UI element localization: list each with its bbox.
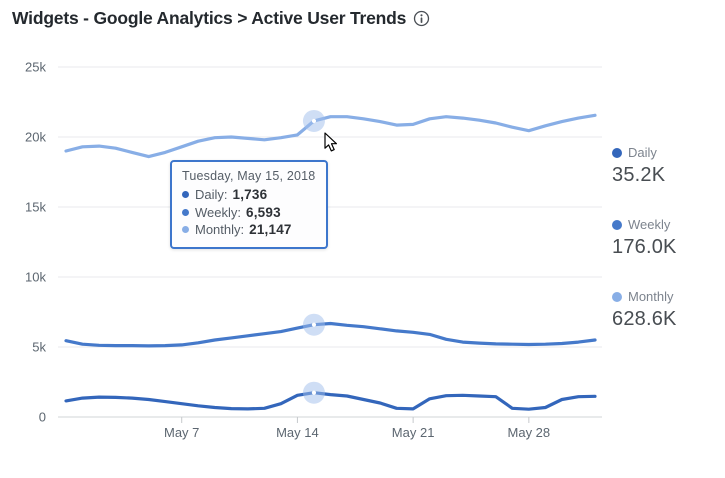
tooltip-row-weekly: Weekly: 6,593 [182, 204, 315, 222]
tooltip-value-daily: 1,736 [232, 187, 268, 202]
tooltip-value-monthly: 21,147 [249, 222, 292, 237]
legend-value-weekly: 176.0K [612, 236, 677, 258]
svg-text:May 28: May 28 [508, 425, 551, 440]
daily-legend-dot [612, 147, 622, 158]
legend-value-monthly: 628.6K [612, 308, 677, 330]
legend-label-daily: Daily [628, 145, 657, 160]
tooltip-label-monthly: Monthly: [195, 222, 245, 237]
info-icon[interactable] [413, 10, 430, 27]
svg-text:10k: 10k [25, 270, 46, 285]
tooltip-row-monthly: Monthly: 21,147 [182, 221, 315, 239]
tooltip-value-weekly: 6,593 [246, 204, 281, 220]
page-title: Widgets - Google Analytics > Active User… [12, 8, 407, 28]
svg-text:5k: 5k [32, 340, 46, 355]
svg-text:0: 0 [39, 410, 46, 425]
tooltip-label-daily: Daily: [195, 187, 228, 202]
svg-text:20k: 20k [25, 130, 46, 145]
legend-label-monthly: Monthly [628, 289, 674, 304]
series-line-weekly[interactable] [64, 321, 597, 348]
svg-text:May 21: May 21 [392, 425, 435, 440]
series-line-monthly[interactable] [64, 113, 597, 159]
svg-text:15k: 15k [25, 200, 46, 215]
svg-text:May 14: May 14 [276, 425, 319, 440]
monthly-legend-dot [612, 291, 622, 302]
legend-item-monthly[interactable]: Monthly 628.6K [612, 289, 677, 331]
series-line-daily[interactable] [64, 391, 597, 411]
legend-item-daily[interactable]: Daily 35.2K [612, 145, 677, 187]
hover-point-highlights [302, 109, 325, 404]
daily-series-dot [182, 191, 189, 199]
mouse-cursor [324, 132, 337, 152]
y-axis-labels: 0 5k 10k 15k 20k 25k [25, 60, 46, 425]
gridlines [58, 66, 602, 418]
line-chart[interactable]: 0 5k 10k 15k 20k 25k May 7 May 14 May 21 May 28 [0, 0, 725, 460]
svg-text:25k: 25k [25, 60, 46, 75]
tooltip-row-daily: Daily: 1,736 [182, 186, 315, 204]
legend-value-daily: 35.2K [612, 164, 666, 186]
x-axis-ticks [181, 417, 530, 423]
x-axis-labels: May 7 May 14 May 21 May 28 [164, 425, 550, 440]
monthly-series-dot [182, 226, 189, 234]
chart-tooltip: Tuesday, May 15, 2018 Daily: 1,736 Weekl… [170, 160, 329, 249]
tooltip-date: Tuesday, May 15, 2018 [182, 169, 316, 183]
legend-label-weekly: Weekly [628, 217, 671, 232]
weekly-series-dot [182, 208, 189, 216]
weekly-legend-dot [612, 219, 622, 230]
svg-text:May 7: May 7 [164, 425, 199, 440]
page-header: Widgets - Google Analytics > Active User… [12, 8, 430, 29]
legend-item-weekly[interactable]: Weekly 176.0K [612, 217, 677, 259]
tooltip-label-weekly: Weekly: [195, 204, 241, 220]
chart-legend: Daily 35.2K Weekly 176.0K Monthly 628.6K [612, 145, 677, 361]
